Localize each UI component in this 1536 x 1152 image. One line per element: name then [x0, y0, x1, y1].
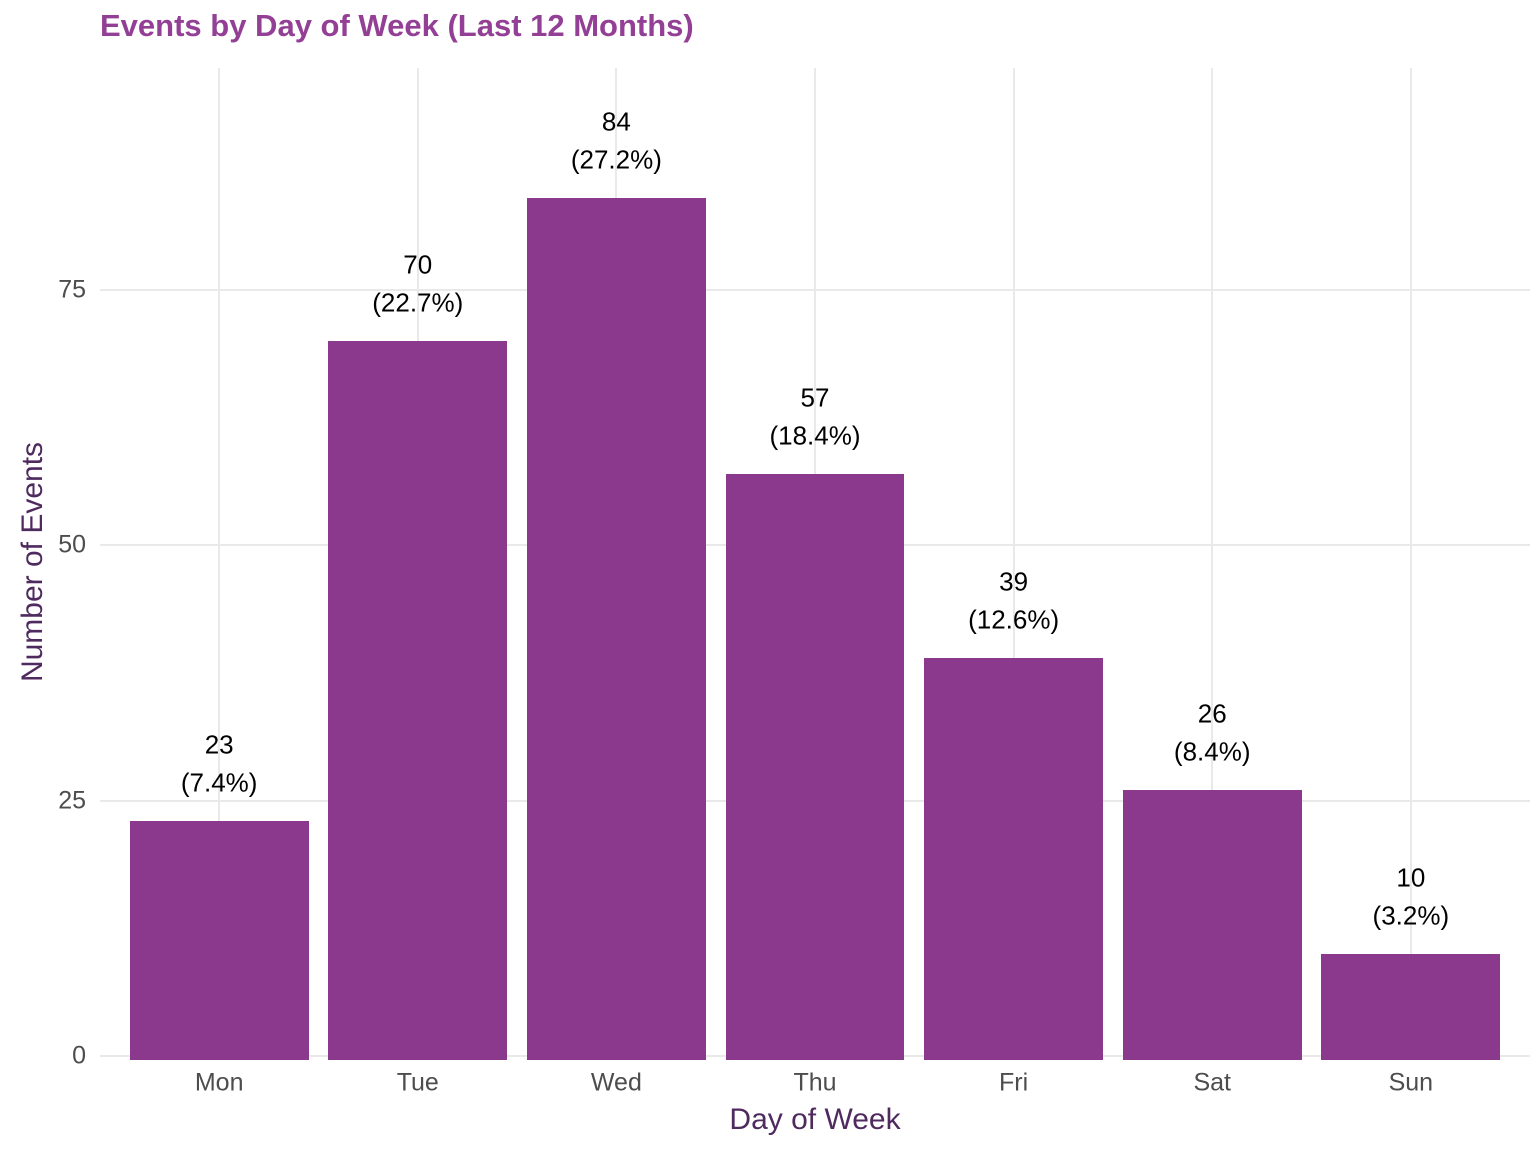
- bar-sat: [1122, 790, 1302, 1060]
- bar-percent-label: (22.7%): [372, 287, 464, 318]
- bar-percent-label: (18.4%): [769, 420, 861, 451]
- bar-percent-label: (7.4%): [180, 767, 258, 798]
- y-axis-tick-label: 25: [58, 786, 86, 815]
- bar-percent-label: (8.4%): [1173, 736, 1251, 767]
- bar-sun: [1321, 953, 1501, 1060]
- bar-mon: [129, 821, 309, 1060]
- bar-value-label: 57: [800, 382, 830, 413]
- gridline-vertical: [1012, 68, 1015, 1056]
- bar-fri: [924, 657, 1103, 1060]
- bar-value-label: 70: [403, 249, 433, 280]
- bar-value-label: 23: [204, 729, 234, 760]
- y-axis-tick-label: 50: [58, 530, 86, 559]
- bar-percent-label: (12.6%): [968, 604, 1060, 635]
- chart-title: Events by Day of Week (Last 12 Months): [100, 8, 694, 43]
- y-axis-tick-label: 75: [58, 275, 86, 304]
- bar-percent-label: (3.2%): [1372, 900, 1450, 931]
- x-axis-title: Day of Week: [729, 1103, 901, 1136]
- x-axis-tick-label: Sat: [1193, 1068, 1231, 1097]
- bar-value-label: 84: [601, 106, 631, 137]
- x-axis-tick-label: Thu: [793, 1068, 837, 1097]
- bar-value-label: 10: [1396, 862, 1426, 893]
- bar-thu: [725, 473, 905, 1060]
- bar-tue: [328, 341, 508, 1060]
- bar-percent-label: (27.2%): [570, 144, 662, 175]
- x-axis-tick-label: Sun: [1388, 1068, 1434, 1097]
- bar-value-label: 26: [1197, 698, 1227, 729]
- y-axis-title: Number of Events: [16, 441, 49, 683]
- x-axis-tick-label: Mon: [194, 1068, 244, 1097]
- y-axis-tick-label: 0: [72, 1041, 86, 1070]
- x-axis-tick-label: Fri: [999, 1068, 1029, 1097]
- gridline-vertical: [1211, 68, 1214, 1056]
- gridline-vertical: [1409, 68, 1412, 1056]
- x-axis-tick-label: Tue: [396, 1068, 439, 1097]
- x-axis-tick-label: Wed: [590, 1068, 642, 1097]
- bar-value-label: 39: [999, 566, 1029, 597]
- gridline-vertical: [218, 68, 221, 1056]
- bar-wed: [527, 198, 706, 1060]
